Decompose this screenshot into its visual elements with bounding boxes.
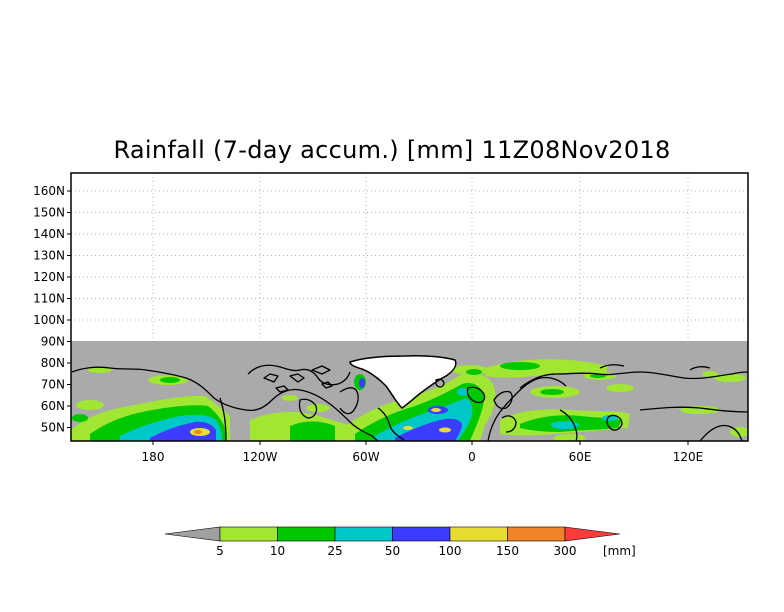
lat-tick-label: 100N [33,313,65,327]
colorbar-legend: 5 10 25 50 100 150 300 [mm] [164,526,636,558]
lat-tick-label: 140N [33,227,65,241]
colorbar-segment [164,526,221,542]
lat-tick-label: 70N [41,378,65,392]
colorbar-segment [507,526,566,542]
colorbar-label: 10 [270,544,285,558]
latitude-axis: 160N 150N 140N 130N 120N 110N 100N 90N 80N 70N 60N… [33,184,71,435]
longitude-axis: 180 120W 60W 0 60E 120E [142,441,704,464]
lat-tick-label: 130N [33,249,65,263]
lon-tick-label: 0 [468,450,476,464]
north-america-rain [250,395,360,441]
eurasia-rain [500,406,748,441]
lon-tick-label: 180 [142,450,165,464]
colorbar-segment [564,526,621,542]
lon-tick-label: 120E [673,450,704,464]
greenland [349,355,457,409]
colorbar-segment [392,526,451,542]
lat-tick-label: 80N [41,356,65,370]
colorbar-label: 100 [439,544,462,558]
colorbar-segment [449,526,508,542]
colorbar-segment [219,526,278,542]
pacific-rain-band [71,367,230,441]
lat-tick-label: 90N [41,335,65,349]
lat-tick-label: 60N [41,399,65,413]
coastlines [71,364,748,441]
lat-tick-label: 120N [33,270,65,284]
lat-tick-label: 150N [33,206,65,220]
lon-tick-label: 120W [243,450,278,464]
colorbar-label: 150 [496,544,519,558]
lat-tick-label: 160N [33,184,65,198]
colorbar-label: 5 [216,544,224,558]
lat-tick-label: 110N [33,292,65,306]
gridlines [71,173,748,341]
lon-tick-label: 60W [352,450,379,464]
colorbar-label: 50 [385,544,400,558]
plot-frame [70,172,749,442]
rainfall-field [71,341,748,441]
lon-tick-label: 60E [569,450,592,464]
colorbar-label: 300 [554,544,577,558]
colorbar-unit: [mm] [603,544,636,558]
atlantic-rain-band [340,365,496,441]
map-title: Rainfall (7-day accum.) [mm] 11Z08Nov201… [113,136,671,164]
colorbar-label: 25 [327,544,342,558]
colorbar-segment [277,526,336,542]
colorbar-segment [334,526,393,542]
lat-tick-label: 50N [41,421,65,435]
